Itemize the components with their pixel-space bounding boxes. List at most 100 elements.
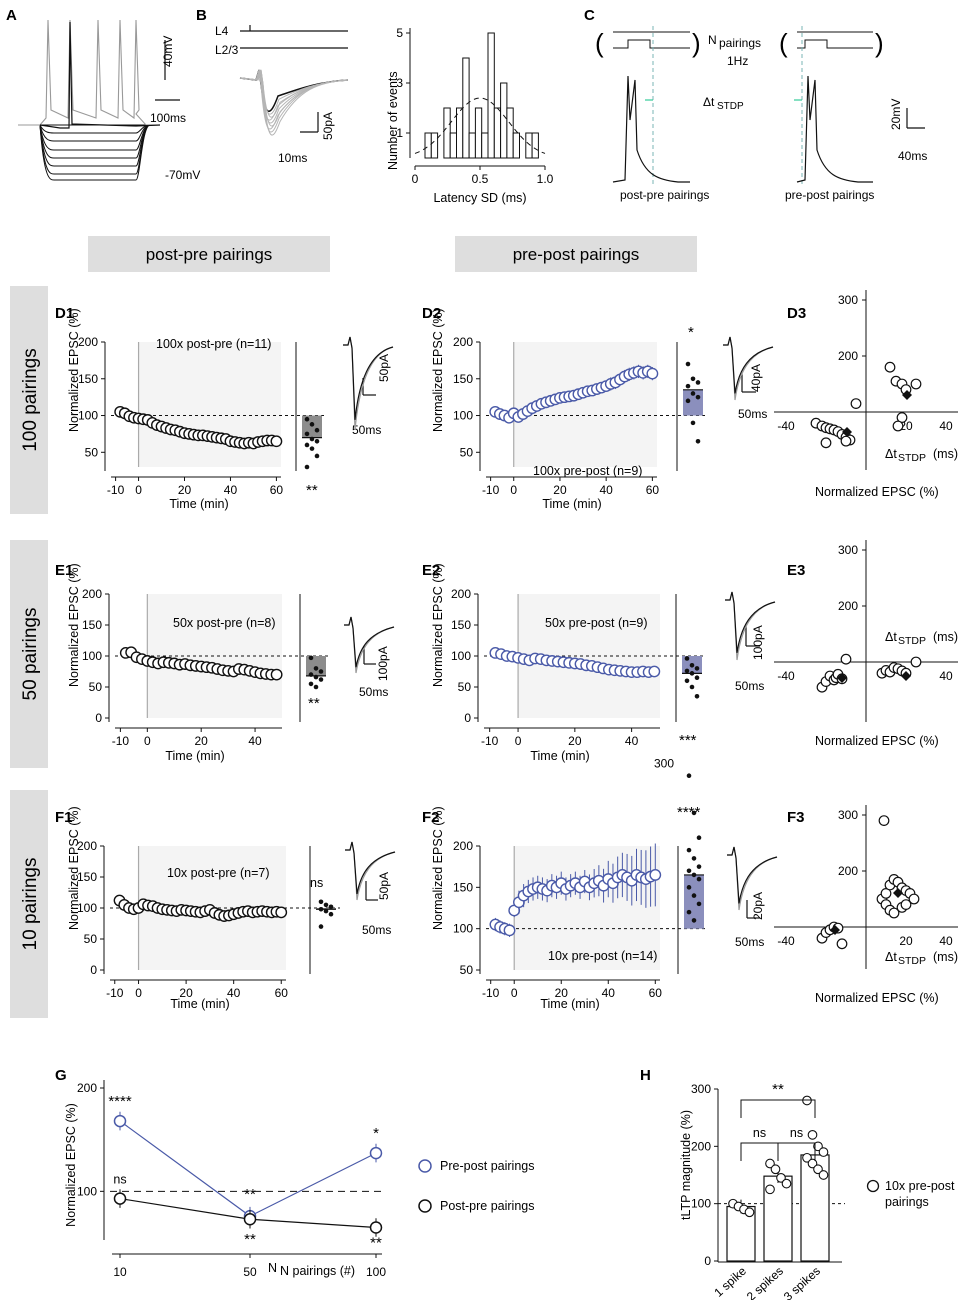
hist-bin: [481, 132, 489, 159]
h-sig-label: ns: [790, 1126, 803, 1140]
panel-c-protocol: () (): [595, 26, 884, 185]
g-ytick-label: 100: [77, 1184, 97, 1198]
inset-epsc-trace: [727, 846, 778, 904]
inset-epsc-trace: [345, 841, 396, 895]
f3-point: [878, 815, 890, 826]
f2-bar-point: [696, 835, 702, 841]
panel-b-histogram: 1 3 5 0 0.5 1.0: [396, 26, 553, 186]
d1-scale-t: 50ms: [352, 423, 381, 437]
e2-bar-point: [694, 694, 700, 699]
f3-dt-sub: STDP: [898, 955, 926, 967]
d3-point: [840, 435, 852, 447]
hist-bin: [525, 132, 533, 159]
e3-point: [840, 653, 852, 665]
e3-xlabel: Normalized EPSC (%): [815, 734, 939, 748]
c-paren-open: (: [779, 28, 788, 58]
g-legend-post: Post-pre pairings: [440, 1199, 535, 1213]
header-pre-post-box: [455, 236, 697, 272]
h-sig-label: ns: [753, 1126, 766, 1140]
header-post-pre: post-pre pairings: [146, 245, 273, 264]
chart-e3: 200 300 -40 40: [774, 540, 958, 722]
d3-xtick-label: 40: [939, 419, 953, 433]
f3-ytick-label: 200: [838, 864, 858, 878]
e1-ytick-label: 100: [82, 649, 102, 663]
f2-bar-point: [691, 893, 697, 898]
h-point: [818, 1170, 829, 1180]
panel-b-epsc-traces: [239, 69, 349, 136]
hist-bin: [474, 107, 483, 159]
e1-xlabel: Time (min): [165, 749, 224, 763]
f3-xtick-label: 20: [899, 934, 913, 948]
h-point: [765, 1158, 775, 1169]
c-dt-sub: STDP: [717, 101, 744, 112]
e3-ytick-label: 200: [838, 599, 858, 613]
f2-bar-tick: 300: [654, 756, 674, 770]
g-sig-label: **: [244, 1186, 256, 1203]
d1-legend: 100x post-pre (n=11): [156, 337, 271, 351]
d1-ylabel: Normalized EPSC (%): [67, 308, 81, 432]
d2-ytick-label: 50: [460, 445, 474, 459]
d3-point: [910, 378, 922, 390]
e1-bar-point: [308, 681, 314, 687]
e2-xtick-label: 20: [568, 734, 582, 748]
f2-xtick-label: 40: [602, 986, 616, 1000]
f2-bar-point: [686, 885, 692, 890]
f3-xlabel: Normalized EPSC (%): [815, 991, 939, 1005]
f2-bar-point: [696, 864, 702, 869]
e2-point: [648, 665, 661, 678]
c-pre-post: pre-post pairings: [785, 188, 874, 202]
d1-xlabel: Time (min): [169, 497, 228, 511]
panel-label-d2: D2: [422, 305, 441, 322]
d2-bar-point: [690, 391, 696, 396]
d1-point: [270, 435, 283, 448]
c-post-step: [613, 39, 690, 49]
panel-label-d1: D1: [55, 305, 74, 322]
f2-ytick-label: 150: [453, 880, 473, 894]
h-legend: 10x pre-post: [885, 1179, 955, 1193]
f2-ytick-label: 50: [460, 963, 474, 977]
h-bracket: [740, 1099, 816, 1118]
e2-bar-point: [689, 684, 695, 690]
g-sig-label: *: [373, 1125, 379, 1142]
e1-xtick-label: 0: [144, 734, 151, 748]
e2-ytick-label: 100: [451, 649, 471, 663]
d1-bar-point: [314, 438, 320, 444]
f1-xtick-label: 60: [275, 986, 289, 1000]
d2-scale-i: 40pA: [749, 364, 763, 392]
inset-epsc-trace: [343, 336, 394, 420]
d1-shade: [138, 342, 281, 467]
f2-shade: [514, 846, 660, 970]
inset-epsc-trace: [725, 591, 776, 661]
e2-sig: ***: [679, 732, 697, 749]
f2-scale-i: 20pA: [751, 892, 765, 920]
d2-legend: 100x pre-post (n=9): [533, 464, 642, 478]
f3-ytick-label: 300: [838, 808, 858, 822]
hist-gaussian-fit: [414, 97, 546, 154]
e2-xtick-label: -10: [481, 734, 499, 748]
e3-dt-unit: (ms): [933, 630, 958, 644]
f1-ytick-label: 200: [77, 839, 97, 853]
e1-ylabel: Normalized EPSC (%): [67, 563, 81, 687]
e1-bar-point: [313, 674, 319, 680]
e1-point: [270, 668, 283, 681]
hist-bin: [449, 132, 458, 159]
f3-dt: Δt: [885, 950, 897, 964]
hist-ytick-label: 3: [396, 76, 403, 90]
f1-xtick-label: -10: [106, 986, 124, 1000]
g-point: [113, 1192, 127, 1205]
e2-xtick-label: 0: [515, 734, 522, 748]
c-paren-open: (: [595, 28, 604, 58]
e1-legend: 50x post-pre (n=8): [173, 616, 275, 630]
d1-bar-point: [314, 427, 320, 433]
h-xtick-label: 3 spikes: [781, 1264, 823, 1300]
f2-bar-point: [691, 872, 697, 878]
d1-xtick-label: 40: [224, 483, 238, 497]
f1-legend: 10x post-pre (n=7): [167, 866, 269, 880]
f1-bar-point: [328, 911, 334, 917]
d2-xlabel: Time (min): [542, 497, 601, 511]
d2-bar-point: [685, 383, 691, 389]
f3-xtick-label: 40: [939, 934, 953, 948]
f3-dt-unit: (ms): [933, 950, 958, 964]
panel-label-d3: D3: [787, 305, 806, 322]
f1-bar-point: [323, 902, 329, 908]
